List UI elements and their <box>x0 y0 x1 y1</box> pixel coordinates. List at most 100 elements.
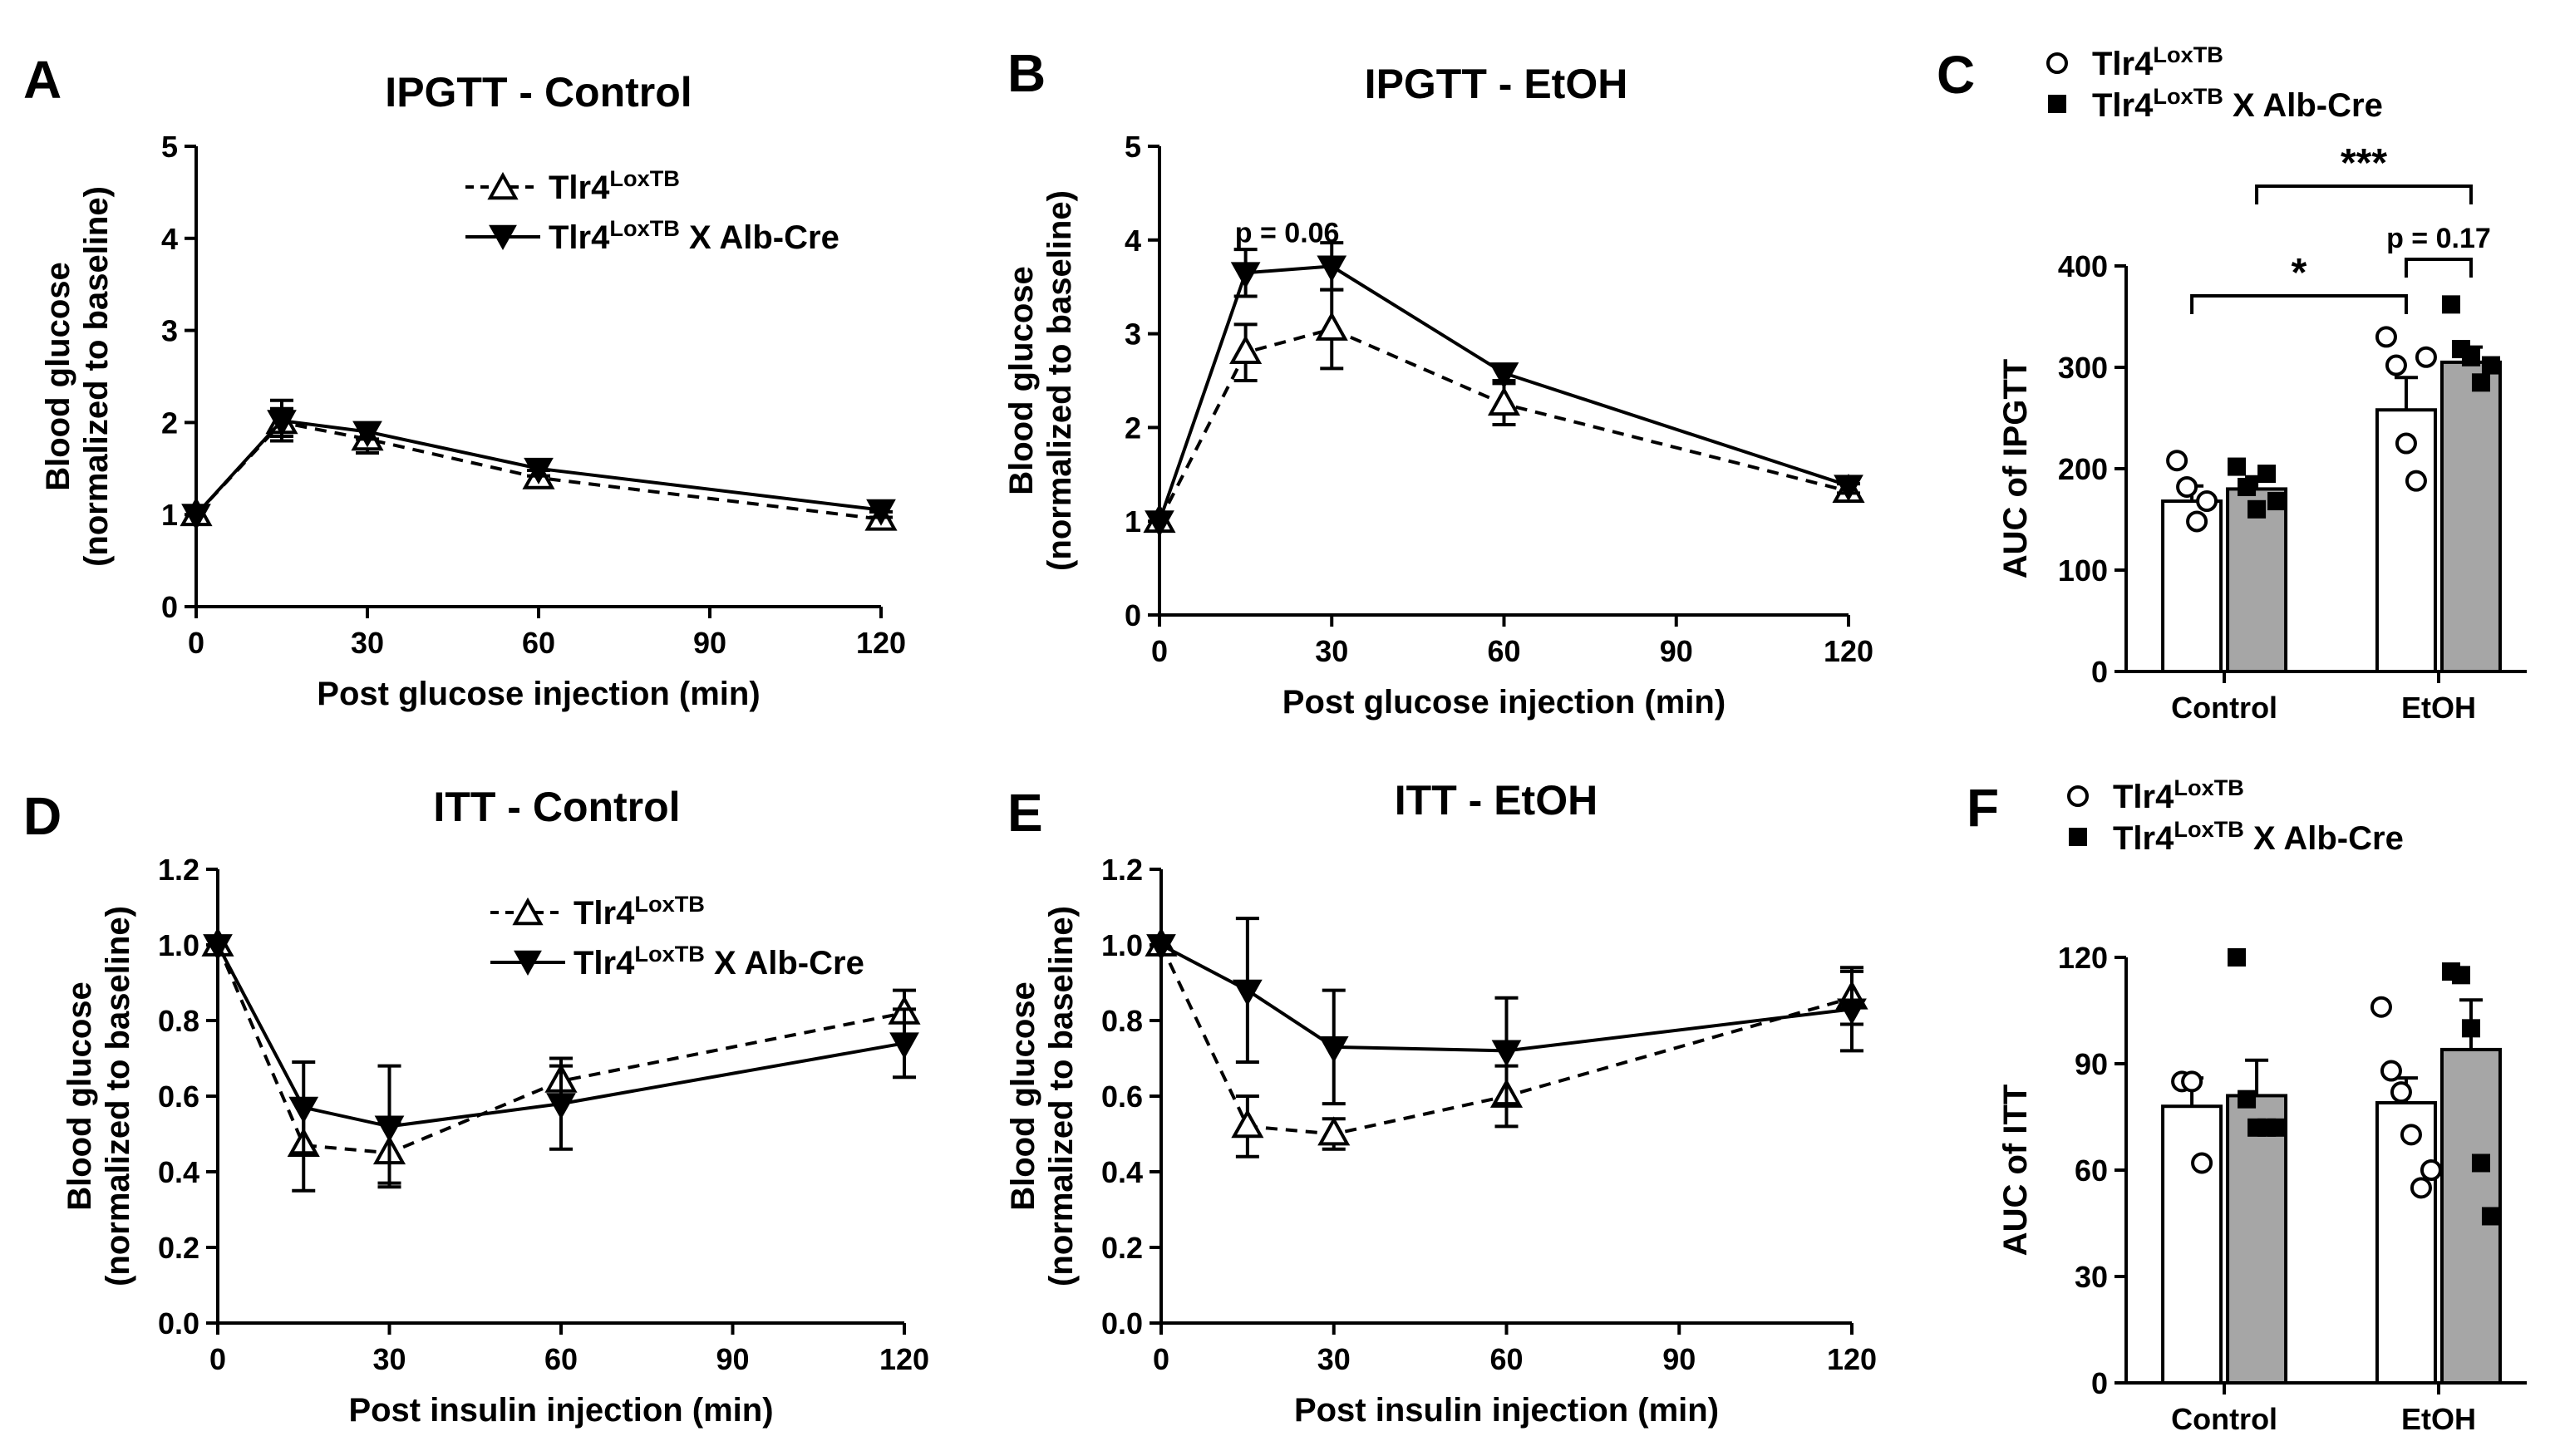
y-tick-label: 0.2 <box>158 1231 199 1265</box>
y-tick-label: 5 <box>1125 130 1141 164</box>
x-tick-label: 60 <box>1489 1342 1523 1376</box>
series-wt <box>1143 288 1865 534</box>
data-point <box>2400 1124 2422 1146</box>
x-tick-label: 120 <box>1827 1342 1877 1376</box>
data-point <box>2461 347 2480 366</box>
data-point <box>2471 1153 2490 1173</box>
bar-wt-etoh <box>2375 1100 2437 1385</box>
data-point <box>1491 1040 1522 1067</box>
x-tick-label: 30 <box>1317 1342 1351 1376</box>
data-point <box>1231 1109 1264 1139</box>
data-point <box>1315 311 1348 341</box>
data-point <box>2247 499 2267 519</box>
legend-label-wt-sup: LoxTB <box>2174 775 2244 800</box>
x-tick-label: EtOH <box>2401 1402 2476 1436</box>
data-point <box>181 504 211 531</box>
data-point <box>2257 465 2277 484</box>
series-ko <box>181 398 896 531</box>
significance-bracket <box>2404 258 2473 278</box>
panel-title: IPGTT - EtOH <box>1365 61 1628 107</box>
y-tick-label: 200 <box>2058 452 2108 486</box>
legend-label-ko-base: Tlr4 <box>549 219 610 256</box>
legend-marker-ko <box>2048 95 2066 113</box>
panel-label: C <box>1937 45 1975 105</box>
y-tick-label: 2 <box>1125 411 1141 445</box>
y-tick-label: 0 <box>2091 1366 2108 1400</box>
legend-label-ko-suffix: X Alb-Cre <box>705 945 864 981</box>
y-axis-label: Blood glucose <box>1005 981 1041 1211</box>
legend-marker-wt <box>2046 52 2068 74</box>
panel-label: D <box>23 786 62 846</box>
data-point <box>2420 1159 2442 1181</box>
panel-E: E ITT - EtOH 0.0 0.2 0.4 0.6 0.8 1.0 1.2 Blood gl… <box>1005 777 1877 1429</box>
series-line <box>1158 327 1849 523</box>
series-ko <box>1145 241 1863 538</box>
x-tick-label: 120 <box>856 626 906 660</box>
data-point <box>2390 1081 2412 1104</box>
data-point <box>1489 362 1519 390</box>
y-tick-label: 1.2 <box>1101 853 1143 887</box>
x-tick-label: 60 <box>1487 634 1520 668</box>
y-axis-label: (normalized to baseline) <box>1043 906 1080 1286</box>
legend-label-ko: Tlr4LoxTB X Alb-Cre <box>2113 816 2404 857</box>
y-tick-label: 1.0 <box>158 928 199 962</box>
legend-label-ko-sup: LoxTB <box>2174 816 2244 842</box>
legend-label-wt-base: Tlr4 <box>2092 46 2154 82</box>
y-tick-label: 0.6 <box>1101 1080 1143 1114</box>
legend-label-wt: Tlr4LoxTB <box>549 165 680 206</box>
data-point <box>288 1096 319 1124</box>
series-ko <box>203 934 919 1189</box>
panel-D: D ITT - Control 0.0 0.2 0.4 0.6 0.8 1.0 1.2 Blood… <box>23 784 929 1429</box>
data-point <box>2267 492 2287 511</box>
significance-label: *** <box>2341 141 2387 185</box>
y-axis-label: Blood glucose <box>1003 266 1040 495</box>
data-point <box>2191 1152 2213 1174</box>
data-point <box>2481 1207 2500 1226</box>
legend-label-ko-suffix: X Alb-Cre <box>2244 820 2404 857</box>
data-point <box>2380 1060 2402 1082</box>
data-point <box>2395 432 2417 455</box>
legend-label-ko-sup: LoxTB <box>609 215 680 241</box>
legend-label-ko-suffix: X Alb-Cre <box>680 219 839 256</box>
y-tick-label: 0.4 <box>1101 1155 1143 1189</box>
panel-label: B <box>1007 43 1046 103</box>
x-axis-label: Post glucose injection (min) <box>317 676 760 712</box>
y-tick-label: 2 <box>161 406 178 440</box>
x-axis-label: Post glucose injection (min) <box>1282 684 1726 721</box>
bar-ko-control <box>2226 1094 2288 1385</box>
significance-label: * <box>2292 251 2307 295</box>
y-tick-label: 1.0 <box>1101 928 1143 962</box>
x-tick-label: 0 <box>209 1342 226 1376</box>
data-point <box>2385 354 2407 376</box>
data-point <box>2471 373 2490 392</box>
y-tick-label: 0.4 <box>158 1155 199 1189</box>
significance-bracket <box>2255 184 2473 204</box>
data-point <box>1233 979 1263 1006</box>
legend-label-wt-base: Tlr4 <box>2113 779 2174 815</box>
y-tick-label: 0.0 <box>158 1306 199 1340</box>
significance-label: p = 0.17 <box>2386 223 2491 254</box>
x-tick-label: 90 <box>1662 1342 1696 1376</box>
series-ko <box>1146 917 1867 1106</box>
data-point <box>2410 1177 2432 1199</box>
y-tick-label: 0 <box>1125 598 1141 632</box>
annotation: p = 0.06 <box>1235 218 1340 249</box>
legend-label-wt-sup: LoxTB <box>2153 42 2223 67</box>
data-point <box>203 934 233 962</box>
y-tick-label: 100 <box>2058 553 2108 588</box>
legend-label-wt-sup: LoxTB <box>609 165 680 191</box>
y-tick-label: 60 <box>2075 1153 2108 1188</box>
data-point <box>524 457 554 485</box>
x-tick-label: 120 <box>1824 634 1873 668</box>
x-tick-label: 0 <box>1151 634 1168 668</box>
y-tick-label: 400 <box>2058 249 2108 283</box>
x-tick-label: 90 <box>1660 634 1693 668</box>
y-tick-label: 1 <box>1125 504 1141 539</box>
legend-label-ko-suffix: X Alb-Cre <box>2223 87 2383 124</box>
y-tick-label: 30 <box>2075 1260 2108 1294</box>
legend-label-ko-base: Tlr4 <box>574 945 635 981</box>
legend-marker-ko <box>2069 828 2087 846</box>
